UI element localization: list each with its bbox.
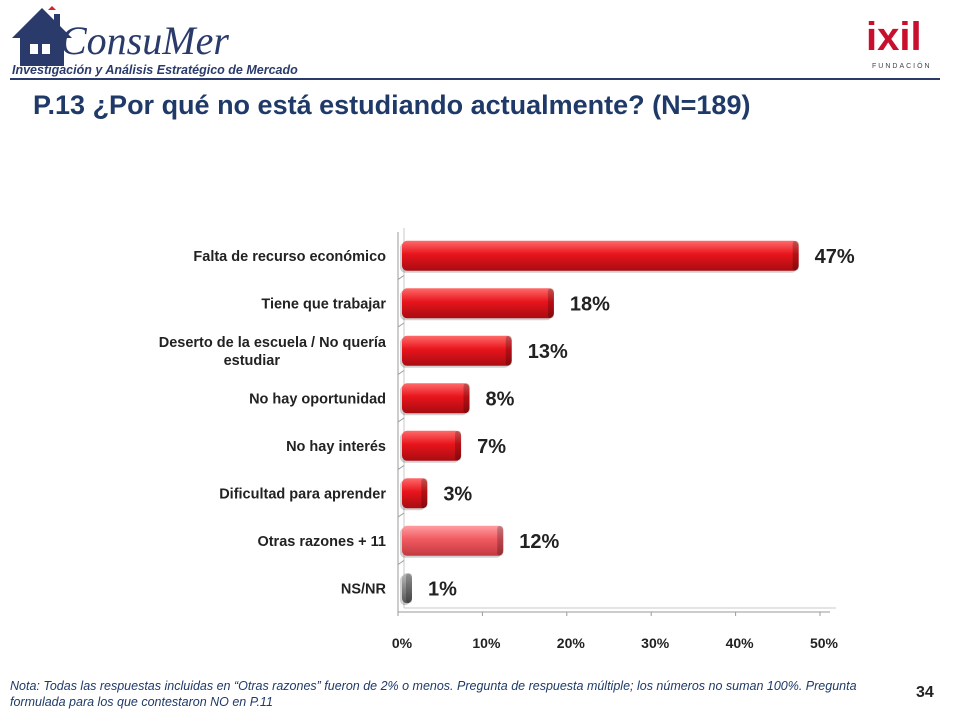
category-label: Falta de recurso económico	[193, 249, 386, 265]
bar	[400, 525, 504, 558]
y-tick	[397, 512, 405, 518]
house-icon	[12, 6, 72, 66]
bar	[400, 478, 428, 511]
brand-tagline: Investigación y Análisis Estratégico de …	[12, 63, 298, 77]
y-tick	[397, 465, 405, 470]
category-label: Tiene que trabajar	[261, 296, 386, 312]
x-tick-label: 50%	[810, 635, 839, 651]
bars-group	[397, 240, 799, 606]
page-number: 34	[916, 684, 934, 701]
y-tick	[397, 370, 405, 375]
value-label: 18%	[570, 293, 610, 315]
y-tick	[397, 322, 405, 328]
x-ticks-group: 0% 10% 20% 30% 40% 50%	[392, 612, 839, 651]
x-tick-label: 20%	[557, 635, 586, 651]
x-tick-label: 0%	[392, 635, 413, 651]
x-tick-label: 40%	[726, 635, 755, 651]
value-label: 47%	[815, 246, 855, 268]
y-tick	[397, 417, 405, 423]
category-label: No hay oportunidad	[249, 391, 386, 407]
bar	[400, 383, 470, 416]
bar	[400, 288, 554, 321]
bar	[400, 335, 512, 368]
consumer-logo: ConsuMer Investigación y Análisis Estrat…	[12, 6, 298, 77]
partner-sub: FUNDACIÓN	[872, 61, 932, 70]
value-labels-group: 47% 18% 13% 8% 7% 3% 12% 1%	[428, 246, 855, 601]
bar	[400, 240, 799, 273]
partner-name: ixil	[866, 15, 922, 59]
brand-name: ConsuMer	[60, 18, 229, 63]
category-label: Deserto de la escuela / No quería estudia…	[159, 335, 387, 369]
ixil-logo: ixil FUNDACIÓN	[866, 15, 932, 70]
x-tick-label: 10%	[472, 635, 501, 651]
category-label: No hay interés	[286, 439, 386, 455]
value-label: 1%	[428, 578, 457, 600]
x-tick-label: 30%	[641, 635, 670, 651]
footnote: Nota: Todas las respuestas incluidas en …	[10, 679, 857, 709]
header-divider	[10, 78, 940, 80]
category-label: Dificultad para aprender	[219, 486, 386, 502]
category-label: Otras razones + 11	[257, 534, 386, 550]
bar	[400, 573, 412, 606]
category-label: NS/NR	[341, 581, 387, 597]
value-label: 7%	[477, 436, 506, 458]
value-label: 12%	[519, 531, 559, 553]
y-tick	[397, 275, 405, 280]
value-label: 13%	[528, 341, 568, 363]
y-tick	[397, 560, 405, 565]
slide-title: P.13 ¿Por qué no está estudiando actualm…	[33, 90, 751, 120]
bar	[400, 430, 462, 463]
value-label: 3%	[443, 483, 472, 505]
value-label: 8%	[486, 388, 515, 410]
category-labels-group: Falta de recurso económico Tiene que trab…	[159, 249, 387, 598]
